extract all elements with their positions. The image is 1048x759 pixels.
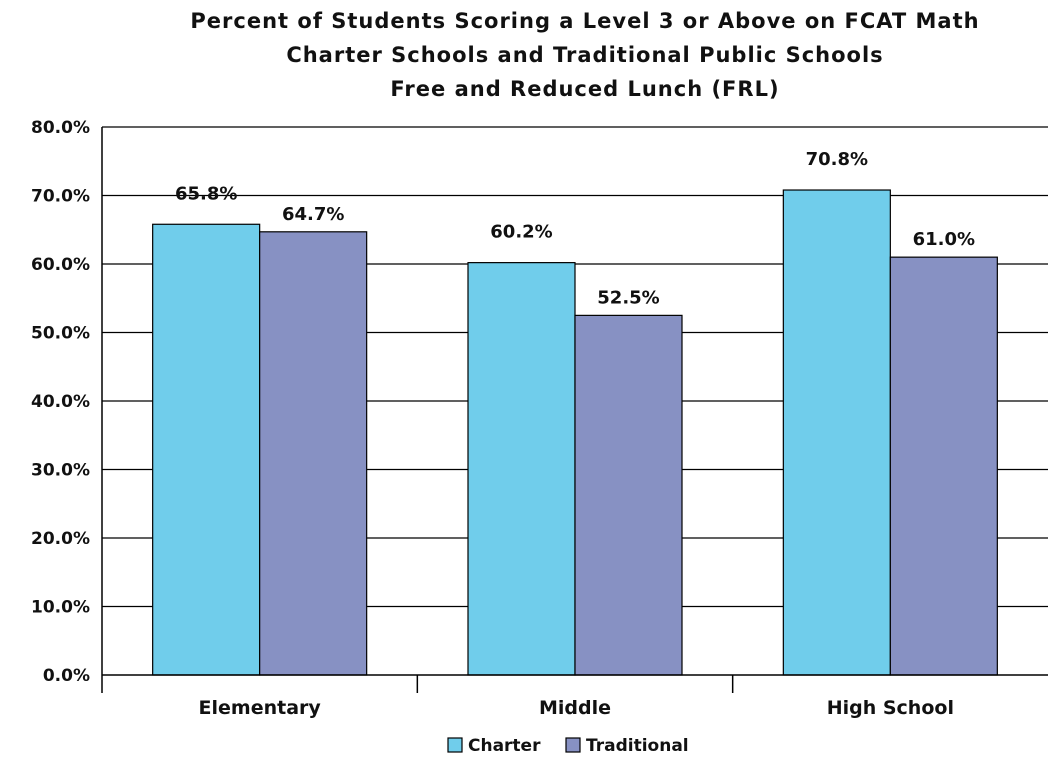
bar-charter <box>152 223 261 676</box>
y-tick-label: 10.0% <box>31 598 90 618</box>
axes <box>101 127 1048 693</box>
x-axis-category-labels: Elementary Middle High School <box>199 697 954 719</box>
y-tick-label: 30.0% <box>31 461 90 481</box>
y-axis-tick-labels: 0.0% 10.0% 20.0% 30.0% 40.0% 50.0% 60.0% 70.0% 8… <box>31 118 90 686</box>
data-label: 52.5% <box>597 287 659 308</box>
chart-title-line-1: Percent of Students Scoring a Level 3 or… <box>190 9 979 33</box>
legend: Charter Traditional <box>447 736 689 756</box>
data-label: 61.0% <box>913 229 975 250</box>
bar-traditional <box>259 231 368 676</box>
y-tick-label: 50.0% <box>31 324 90 344</box>
legend-label-traditional: Traditional <box>586 736 689 756</box>
data-labels: 65.8% 64.7% 60.2% 52.5% 70.8% 61.0% <box>175 149 975 308</box>
y-tick-label: 60.0% <box>31 255 90 275</box>
bars <box>152 189 998 676</box>
y-tick-label: 20.0% <box>31 529 90 549</box>
bar-charter <box>782 189 891 676</box>
y-tick-label: 70.0% <box>31 187 90 207</box>
x-category-label: Elementary <box>199 697 322 719</box>
bar-traditional <box>889 256 998 676</box>
legend-swatch-traditional <box>565 737 581 753</box>
chart-title-line-3: Free and Reduced Lunch (FRL) <box>390 77 779 101</box>
bar-traditional <box>574 314 683 676</box>
chart-title: Percent of Students Scoring a Level 3 or… <box>190 9 979 101</box>
data-label: 60.2% <box>490 222 552 243</box>
data-label: 70.8% <box>806 149 868 170</box>
x-category-label: High School <box>827 697 954 719</box>
legend-swatch-charter <box>447 737 463 753</box>
data-label: 65.8% <box>175 183 237 204</box>
data-label: 64.7% <box>282 204 344 225</box>
x-category-label: Middle <box>539 697 611 719</box>
legend-label-charter: Charter <box>468 736 541 756</box>
y-tick-label: 40.0% <box>31 392 90 412</box>
y-tick-label: 80.0% <box>31 118 90 138</box>
y-tick-label: 0.0% <box>43 666 90 686</box>
bar-charter <box>467 262 576 676</box>
chart-title-line-2: Charter Schools and Traditional Public S… <box>286 43 883 67</box>
